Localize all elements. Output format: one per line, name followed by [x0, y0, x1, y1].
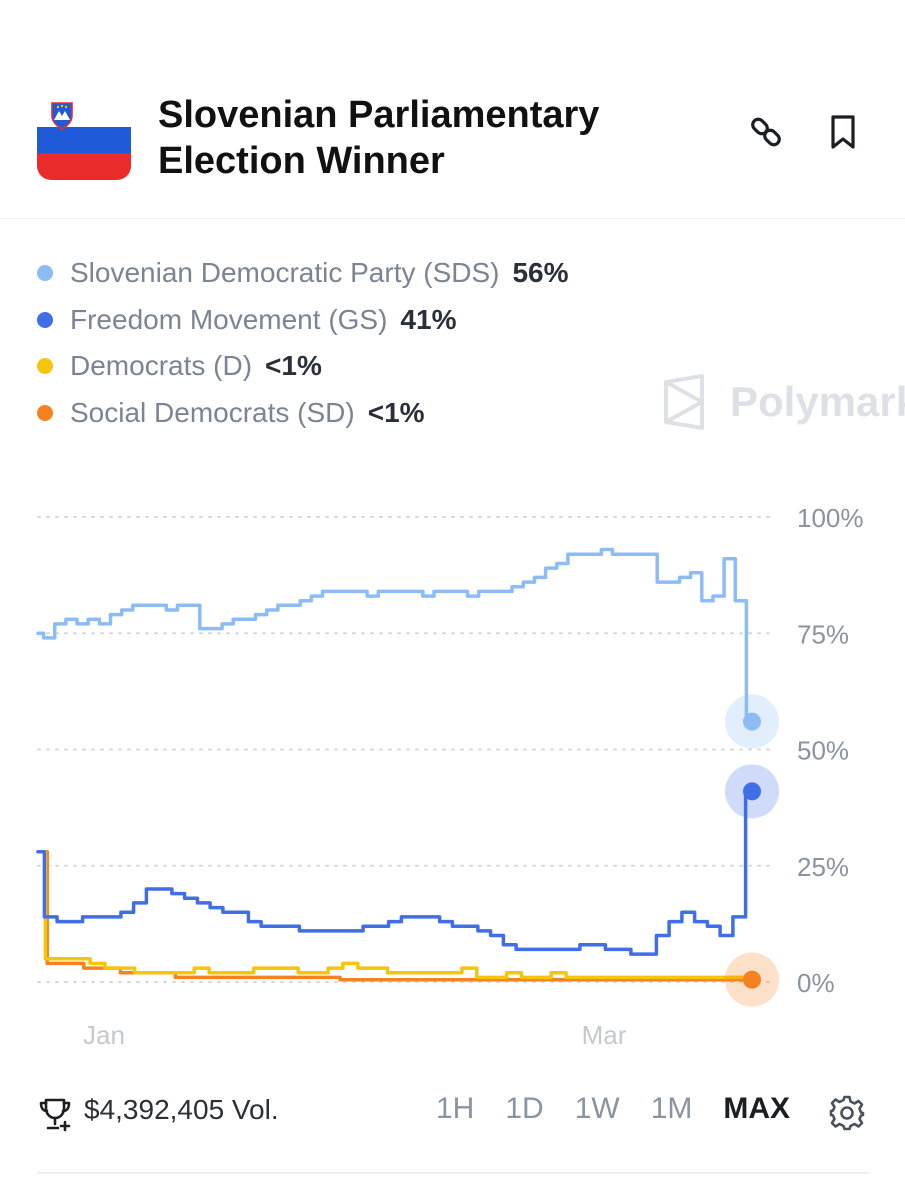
link-icon[interactable] — [746, 112, 786, 152]
range-1w[interactable]: 1W — [574, 1092, 620, 1125]
range-max[interactable]: MAX — [723, 1092, 791, 1125]
legend-item-d[interactable]: Democrats (D) <1% — [37, 343, 569, 390]
watermark-text: Polymark — [730, 378, 905, 425]
range-1d[interactable]: 1D — [505, 1092, 544, 1125]
header-divider — [0, 218, 905, 219]
range-1m[interactable]: 1M — [650, 1092, 693, 1125]
footer-divider — [37, 1172, 869, 1174]
polymarket-watermark: Polymark — [660, 372, 905, 432]
legend-value: <1% — [265, 350, 322, 382]
chart-legend: Slovenian Democratic Party (SDS) 56% Fre… — [37, 250, 569, 436]
series-end-point — [743, 782, 761, 801]
chart-footer: $4,392,405 Vol. 1H 1D 1W 1M MAX — [0, 1080, 905, 1150]
volume-text: $4,392,405 Vol. — [84, 1094, 279, 1125]
y-tick-label: 75% — [797, 619, 849, 649]
y-tick-label: 0% — [797, 968, 835, 998]
y-tick-label: 25% — [797, 852, 849, 882]
y-tick-label: 100% — [797, 503, 864, 533]
series-line — [36, 547, 754, 724]
legend-item-gs[interactable]: Freedom Movement (GS) 41% — [37, 297, 569, 344]
series-line — [36, 850, 754, 982]
legend-name: Slovenian Democratic Party (SDS) — [70, 257, 500, 289]
legend-dot — [37, 311, 53, 328]
page-title: Slovenian Parliamentary Election Winner — [158, 94, 600, 182]
market-header: Slovenian Parliamentary Election Winner — [0, 0, 905, 220]
legend-value: <1% — [367, 396, 425, 428]
flag-crest-icon — [51, 102, 73, 130]
legend-name: Democrats (D) — [70, 350, 253, 382]
legend-dot — [37, 265, 53, 282]
chart-svg: 100% 75% 50% 25% 0% Jan Mar — [36, 503, 864, 1050]
series-end-point — [743, 970, 761, 989]
gear-icon[interactable] — [828, 1094, 866, 1132]
x-tick-label: Mar — [582, 1020, 627, 1050]
time-range-selector: 1H 1D 1W 1M MAX — [436, 1092, 821, 1126]
legend-dot — [37, 404, 53, 421]
polymarket-logo-icon — [664, 374, 704, 430]
legend-value: 56% — [512, 257, 569, 289]
trophy-icon — [39, 1098, 71, 1132]
legend-item-sds[interactable]: Slovenian Democratic Party (SDS) 56% — [37, 250, 569, 297]
legend-item-sd[interactable]: Social Democrats (SD) <1% — [37, 390, 569, 437]
legend-name: Social Democrats (SD) — [70, 396, 355, 428]
legend-dot — [37, 358, 53, 375]
legend-value: 41% — [400, 303, 457, 335]
legend-name: Freedom Movement (GS) — [70, 303, 388, 335]
series-line — [36, 789, 754, 956]
series-end-point — [743, 712, 761, 731]
range-1h[interactable]: 1H — [436, 1092, 475, 1125]
slovenia-flag-icon — [37, 100, 131, 180]
price-chart: 100% 75% 50% 25% 0% Jan Mar — [0, 490, 905, 1070]
x-tick-label: Jan — [83, 1020, 125, 1050]
bookmark-icon[interactable] — [823, 112, 863, 152]
y-tick-label: 50% — [797, 736, 849, 766]
series-line — [36, 850, 754, 982]
